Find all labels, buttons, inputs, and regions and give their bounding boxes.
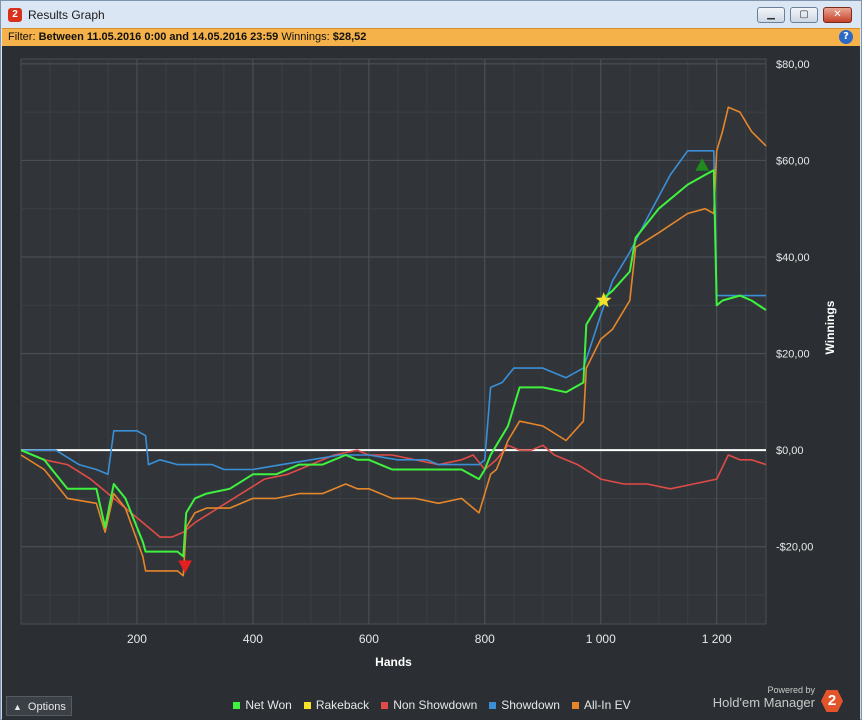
title-bar[interactable]: 2 Results Graph ▁ ▢ ✕ [1,1,861,28]
filter-label: Filter: [8,31,36,43]
options-label: Options [27,701,66,713]
chart-legend: Net Won Rakeback Non Showdown Showdown All-I… [1,698,862,712]
help-icon[interactable]: ? [839,30,853,44]
y-tick-label: $40,00 [776,252,810,264]
y-tick-label: $20,00 [776,349,810,361]
x-tick-label: 600 [359,632,379,646]
marker-star [595,292,612,308]
series-line-all-in-ev [20,106,767,577]
results-chart: 200 400 600 800 1 000 1 200 $80,00 $60,00 $40,00… [20,58,837,669]
y-axis-label: Winnings [823,300,837,354]
legend-swatch [571,702,579,710]
x-axis-label: Hands [375,655,412,669]
legend-item-non-showdown[interactable]: Non Showdown [381,698,477,712]
legend-swatch [489,702,497,710]
y-tick-label: -$20,00 [776,542,813,554]
legend-label: Non Showdown [393,698,478,712]
x-tick-label: 400 [243,632,263,646]
series-line-non-showdown [20,444,767,538]
x-tick-label: 200 [127,632,147,646]
filter-bar: Filter: Between 11.05.2016 0:00 and 14.0… [2,28,860,47]
brand-name: Hold'em Manager [712,695,815,710]
brand-text: Powered by Hold'em Manager [713,685,815,710]
filter-range: Between 11.05.2016 0:00 and 14.05.2016 2… [38,31,279,43]
x-tick-label: 800 [475,632,495,646]
legend-item-all-in-ev[interactable]: All-In EV [571,698,631,712]
legend-item-showdown[interactable]: Showdown [489,698,560,712]
minimize-button[interactable]: ▁ [757,7,785,23]
graph-area: 200 400 600 800 1 000 1 200 $80,00 $60,00 $40,00… [2,46,860,720]
window-title: Results Graph [28,8,105,22]
x-tick-label: 1 200 [702,632,732,646]
legend-item-rakeback[interactable]: Rakeback [303,698,370,712]
app-logo-icon: 2 [8,8,22,22]
legend-label: Showdown [501,698,560,712]
legend-item-net-won[interactable]: Net Won [233,698,292,712]
y-tick-label: $0,00 [776,445,804,457]
x-tick-label: 1 000 [586,632,616,646]
maximize-button[interactable]: ▢ [790,7,818,23]
brand-logo-icon: 2 [821,690,843,712]
options-button[interactable]: ▲ Options [6,696,72,716]
marker-triangle-up [695,158,710,171]
y-tick-label: $80,00 [776,59,810,71]
brand-powered-by: Powered by [767,685,815,695]
legend-label: Rakeback [315,698,370,712]
series-line-net-won [20,169,767,558]
chevron-up-icon: ▲ [13,702,22,712]
marker-triangle-down [178,560,192,574]
winnings-label: Winnings: [281,31,330,43]
legend-label: All-In EV [583,698,631,712]
legend-swatch [303,702,311,710]
legend-label: Net Won [245,698,292,712]
legend-swatch [381,702,389,710]
plot-background [20,58,767,625]
winnings-value: $28,52 [332,31,367,43]
series-line-showdown [21,150,766,476]
y-tick-label: $60,00 [776,155,810,167]
legend-swatch [233,702,241,710]
close-button[interactable]: ✕ [823,7,852,23]
